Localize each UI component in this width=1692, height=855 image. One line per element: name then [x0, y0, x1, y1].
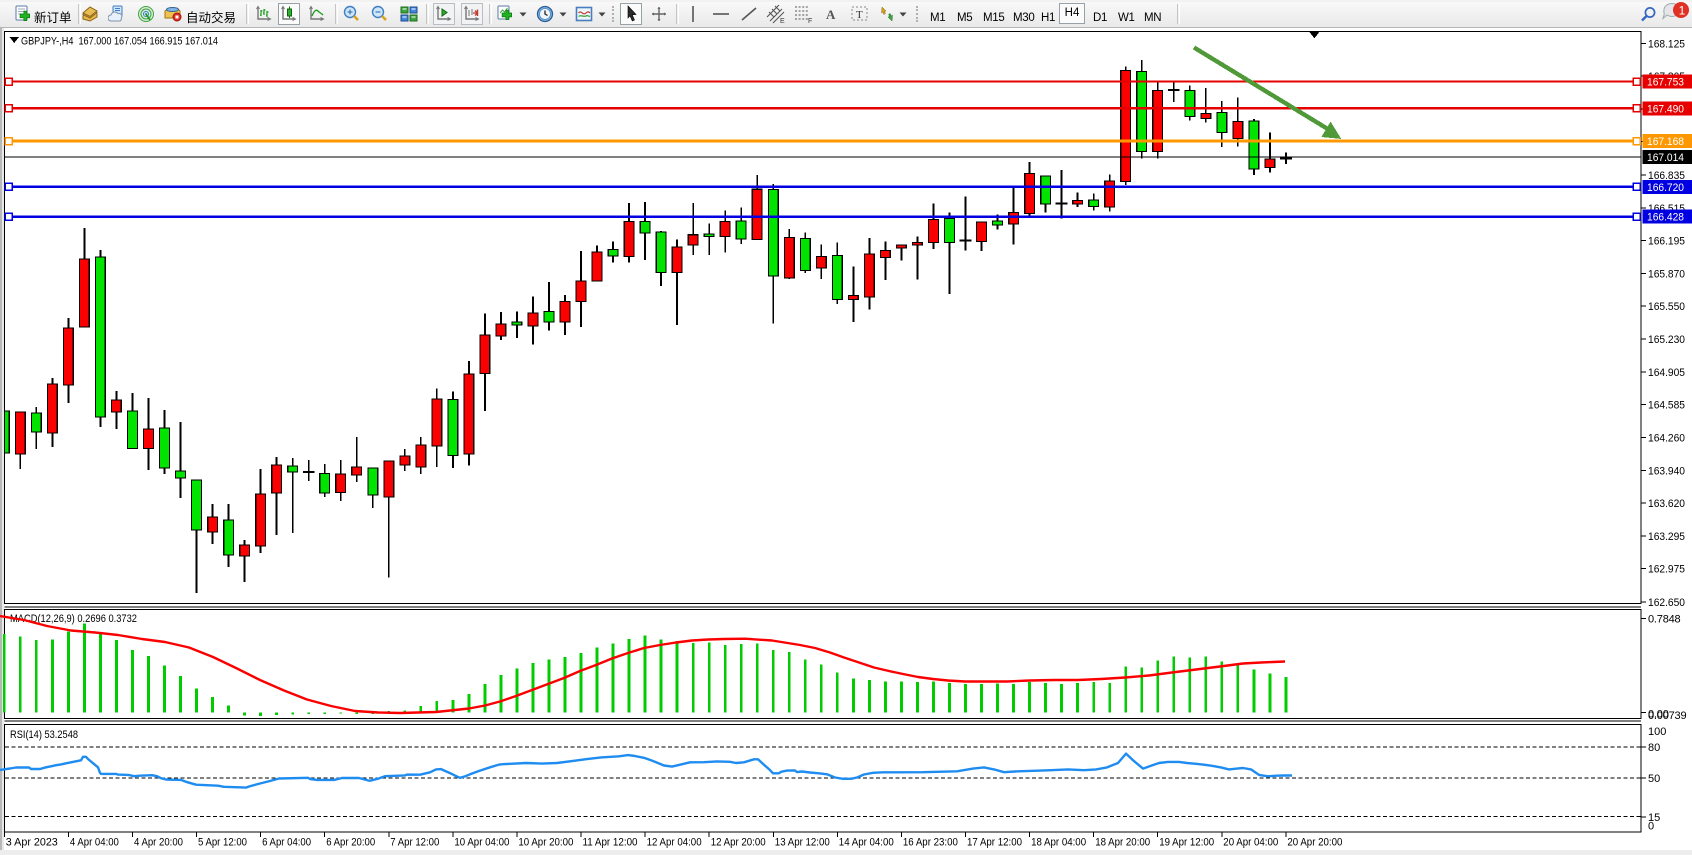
svg-text:164.905: 164.905 [1648, 367, 1685, 379]
svg-text:12 Apr 20:00: 12 Apr 20:00 [711, 837, 766, 849]
svg-text:12 Apr 04:00: 12 Apr 04:00 [647, 837, 702, 849]
svg-text:6 Apr 20:00: 6 Apr 20:00 [326, 837, 375, 849]
svg-text:167.168: 167.168 [1647, 136, 1684, 148]
svg-text:167.490: 167.490 [1647, 103, 1684, 115]
svg-text:5 Apr 12:00: 5 Apr 12:00 [198, 837, 247, 849]
svg-text:168.125: 168.125 [1648, 39, 1685, 51]
svg-text:14 Apr 04:00: 14 Apr 04:00 [839, 837, 894, 849]
svg-text:0.7848: 0.7848 [1648, 613, 1681, 625]
svg-text:6 Apr 04:00: 6 Apr 04:00 [262, 837, 311, 849]
svg-text:163.940: 163.940 [1648, 465, 1685, 477]
svg-text:162.975: 162.975 [1648, 564, 1685, 576]
svg-text:4 Apr 20:00: 4 Apr 20:00 [134, 837, 183, 849]
svg-text:10 Apr 04:00: 10 Apr 04:00 [454, 837, 509, 849]
svg-text:11 Apr 12:00: 11 Apr 12:00 [583, 837, 638, 849]
svg-text:0.00: 0.00 [1648, 709, 1669, 721]
svg-text:F: F [808, 18, 812, 24]
svg-text:0: 0 [1648, 820, 1654, 832]
svg-text:18 Apr 20:00: 18 Apr 20:00 [1095, 837, 1150, 849]
svg-text:17 Apr 12:00: 17 Apr 12:00 [967, 837, 1022, 849]
svg-text:19 Apr 12:00: 19 Apr 12:00 [1159, 837, 1214, 849]
svg-text:167.014: 167.014 [1647, 152, 1684, 164]
svg-text:RSI(14) 53.2548: RSI(14) 53.2548 [10, 729, 78, 741]
svg-text:165.230: 165.230 [1648, 334, 1685, 346]
svg-text:1: 1 [1679, 3, 1686, 17]
svg-text:7 Apr 12:00: 7 Apr 12:00 [390, 837, 439, 849]
svg-text:MACD(12,26,9) 0.2696 0.3732: MACD(12,26,9) 0.2696 0.3732 [10, 613, 137, 625]
svg-text:15: 15 [1648, 812, 1660, 824]
svg-text:4 Apr 04:00: 4 Apr 04:00 [70, 837, 119, 849]
svg-text:50: 50 [1648, 773, 1660, 785]
svg-text:T: T [856, 9, 863, 21]
svg-text:20 Apr 04:00: 20 Apr 04:00 [1223, 837, 1278, 849]
svg-text:166.195: 166.195 [1648, 235, 1685, 247]
svg-text:GBPJPY-,H4 167.000 167.054 16: GBPJPY-,H4 167.000 167.054 166.915 167.0… [21, 36, 218, 48]
svg-text:E: E [780, 18, 785, 24]
svg-text:10 Apr 20:00: 10 Apr 20:00 [518, 837, 573, 849]
svg-text:80: 80 [1648, 742, 1660, 754]
svg-text:13 Apr 12:00: 13 Apr 12:00 [775, 837, 830, 849]
svg-text:0.00739: 0.00739 [1648, 710, 1686, 722]
svg-text:165.870: 165.870 [1648, 269, 1685, 281]
svg-text:165.550: 165.550 [1648, 301, 1685, 313]
svg-text:166.720: 166.720 [1647, 182, 1684, 194]
svg-text:163.295: 163.295 [1648, 531, 1685, 543]
svg-text:166.835: 166.835 [1648, 170, 1685, 182]
svg-text:164.260: 164.260 [1648, 433, 1685, 445]
svg-text:18 Apr 04:00: 18 Apr 04:00 [1031, 837, 1086, 849]
svg-text:162.650: 162.650 [1648, 597, 1685, 609]
svg-text:3 Apr 2023: 3 Apr 2023 [6, 837, 58, 849]
svg-text:164.585: 164.585 [1648, 400, 1685, 412]
svg-text:16 Apr 23:00: 16 Apr 23:00 [903, 837, 958, 849]
svg-text:166.428: 166.428 [1647, 212, 1684, 224]
svg-text:167.753: 167.753 [1647, 77, 1684, 89]
svg-text:100: 100 [1648, 726, 1666, 738]
svg-text:20 Apr 20:00: 20 Apr 20:00 [1287, 837, 1342, 849]
svg-text:163.620: 163.620 [1648, 498, 1685, 510]
